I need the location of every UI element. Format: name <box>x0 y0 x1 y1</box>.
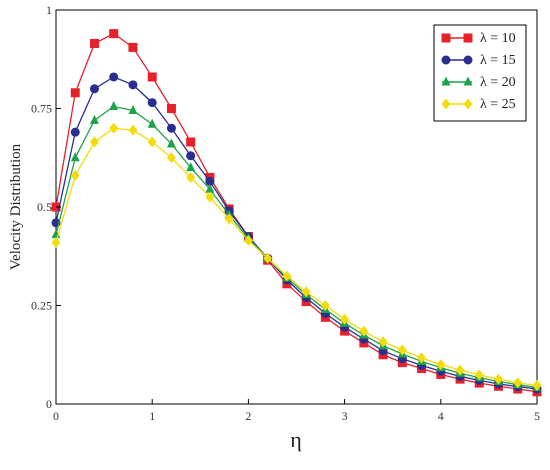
data-point-25 <box>205 191 215 203</box>
data-point-25 <box>340 313 350 325</box>
data-point-10 <box>128 42 138 52</box>
data-point-25 <box>224 213 234 225</box>
data-point-20 <box>166 138 176 148</box>
data-point-25 <box>494 373 504 385</box>
x-tick-label: 4 <box>438 409 444 423</box>
series-line-15 <box>55 76 538 390</box>
data-point-25 <box>455 364 465 376</box>
x-axis-title: η <box>290 427 302 452</box>
plot-layer <box>51 29 542 397</box>
data-point-25 <box>378 336 388 348</box>
data-point-25 <box>147 136 157 148</box>
legend-label-lambda-15: λ = 15 <box>480 53 516 68</box>
data-point-25 <box>474 369 484 381</box>
legend: λ = 10 λ = 15 λ = 20 λ = 25 <box>433 24 527 122</box>
y-axis-title: Velocity Distribution <box>8 143 24 270</box>
data-point-25 <box>397 344 407 356</box>
data-point-25 <box>186 171 196 183</box>
legend-marker-15 <box>441 55 451 65</box>
legend-marker-20 <box>441 76 451 86</box>
legend-marker-10 <box>463 33 473 43</box>
legend-marker-20 <box>463 76 473 86</box>
data-point-25 <box>320 300 330 311</box>
data-point-10 <box>89 38 99 48</box>
data-point-25 <box>51 236 61 248</box>
x-tick-label: 0 <box>53 409 59 423</box>
data-point-25 <box>513 377 523 389</box>
data-point-15 <box>186 151 196 161</box>
legend-label-lambda-10: λ = 10 <box>480 31 516 46</box>
data-point-25 <box>70 169 80 181</box>
x-tick-label: 3 <box>342 409 348 423</box>
data-point-15 <box>70 127 80 137</box>
x-tick-label: 1 <box>149 409 155 423</box>
data-point-15 <box>128 80 138 90</box>
data-point-25 <box>243 234 253 246</box>
y-tick-label: 1 <box>46 3 52 17</box>
x-tick-label: 5 <box>534 409 540 423</box>
legend-items <box>441 33 473 110</box>
series-line-25 <box>55 127 538 387</box>
data-point-20 <box>70 152 80 162</box>
data-point-10 <box>147 72 157 82</box>
data-point-15 <box>147 98 157 108</box>
data-point-20 <box>147 118 157 128</box>
data-point-25 <box>417 352 427 364</box>
data-point-20 <box>89 114 99 124</box>
data-point-25 <box>301 286 311 298</box>
data-point-25 <box>166 152 176 164</box>
data-point-10 <box>109 29 119 39</box>
data-point-15 <box>205 176 215 186</box>
series-line-20 <box>55 105 538 389</box>
data-point-25 <box>532 379 542 391</box>
data-point-25 <box>128 124 138 136</box>
data-point-25 <box>282 270 292 282</box>
data-point-20 <box>109 101 119 111</box>
data-point-25 <box>89 136 99 148</box>
y-tick-label: 0.75 <box>31 102 52 116</box>
data-point-20 <box>205 183 215 193</box>
x-tick-label: 2 <box>245 409 251 423</box>
data-point-10 <box>70 88 80 98</box>
legend-marker-25 <box>441 98 451 110</box>
legend-marker-25 <box>463 98 473 110</box>
data-point-25 <box>436 359 446 371</box>
y-tick-label: 0.5 <box>37 200 52 214</box>
data-point-25 <box>263 252 273 264</box>
y-tick-label: 0 <box>46 397 52 411</box>
legend-label-lambda-25: λ = 25 <box>480 97 516 112</box>
data-point-15 <box>89 84 99 94</box>
legend-label-lambda-20: λ = 20 <box>480 75 516 90</box>
data-point-20 <box>186 162 196 172</box>
data-point-15 <box>166 123 176 133</box>
data-point-10 <box>166 104 176 113</box>
data-point-25 <box>359 325 369 337</box>
data-point-15 <box>109 72 119 82</box>
data-point-25 <box>109 122 119 134</box>
y-tick-label: 0.25 <box>31 299 52 313</box>
data-point-20 <box>128 104 138 114</box>
tick-layer: 0 1 2 3 4 5 0 0.25 0.5 0.75 1 <box>31 3 540 423</box>
data-point-10 <box>186 137 196 147</box>
legend-marker-10 <box>441 33 451 43</box>
legend-marker-15 <box>463 55 473 65</box>
